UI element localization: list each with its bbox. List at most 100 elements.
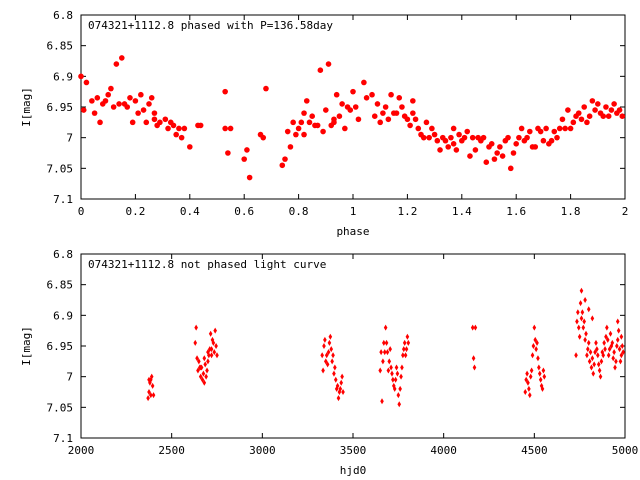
data-point [382,349,387,356]
data-point [576,309,580,316]
data-point [618,358,623,365]
data-point [464,128,471,135]
data-point [600,113,607,119]
data-point [426,134,432,141]
data-point [333,91,340,98]
y-tick-label: 6.95 [47,101,74,114]
data-point [590,315,595,322]
data-point [461,134,468,141]
y-axis-label: I[mag] [20,87,33,127]
data-point [450,125,457,132]
data-point [528,373,533,380]
data-point [578,116,585,123]
data-point [583,336,587,343]
data-point [537,370,542,377]
data-point [543,125,549,132]
data-point [442,137,449,144]
data-point [209,346,214,353]
data-point [535,339,539,346]
data-point [203,361,208,368]
data-point [380,398,384,405]
data-point [194,324,198,331]
data-point [176,125,182,132]
y-axis-label: I[mag] [20,326,33,366]
data-point [412,116,419,123]
data-point [317,67,324,73]
data-point [113,61,120,67]
data-point [151,392,156,399]
data-point [197,358,201,365]
data-point [405,333,410,340]
data-point [576,324,581,331]
axis-ticks: 0 0.2 0.4 0.6 0.8 1 1.2 1.4 1.6 1.8 2 6.8 6.85 6.9 6.9… [47,9,629,218]
data-point [499,153,506,159]
data-point [611,355,616,362]
data-point [597,367,602,374]
x-tick-label: 0.2 [125,205,145,218]
data-point [527,385,531,392]
x-axis-label: phase [336,225,369,238]
data-point [149,392,153,399]
x-tick-label: 1 [350,205,357,218]
x-tick-label: 2500 [158,444,185,457]
data-point [594,339,598,346]
data-point [301,110,307,116]
data-point [615,336,620,343]
data-point [584,119,590,126]
data-point [202,355,207,362]
data-point [393,110,400,116]
data-point [116,101,122,107]
data-point [472,147,479,153]
data-point [140,107,147,113]
data-point [322,343,326,349]
data-point [532,144,539,150]
data-point [577,333,582,340]
data-point [386,367,391,374]
data-point [599,358,604,365]
data-point [196,367,200,374]
data-point [589,98,596,104]
data-point [178,134,185,141]
data-point [586,306,591,313]
data-point [379,349,383,356]
data-point [227,125,234,132]
data-point [491,156,498,162]
data-point [620,343,625,349]
y-tick-label: 7.1 [53,193,73,206]
data-point [570,119,577,126]
data-point [581,324,586,331]
data-point [89,98,95,104]
data-point [591,370,596,377]
data-point [306,119,313,126]
data-point [148,95,155,101]
data-point [392,385,397,392]
data-point [415,125,422,132]
data-point [198,364,203,371]
data-point [619,352,624,359]
data-point [387,358,392,365]
data-point [527,128,533,135]
data-point [480,134,487,141]
data-point [293,131,299,138]
data-point [434,137,441,144]
data-point [129,119,136,126]
data-point [382,339,386,346]
data-point [151,110,158,116]
data-point [295,125,302,132]
data-point [472,364,477,371]
data-point [610,339,615,346]
data-point [530,352,535,359]
data-point [584,330,588,337]
data-point [244,147,250,153]
data-point [146,101,152,107]
data-point [352,104,359,110]
data-point [540,137,547,144]
plot-title: 074321+1112.8 not phased light curve [88,258,326,271]
data-point [385,349,390,356]
data-point [78,73,84,80]
data-point [608,330,613,337]
data-point [606,352,611,359]
data-point [205,367,209,374]
data-point [279,162,286,169]
data-point [320,352,324,359]
